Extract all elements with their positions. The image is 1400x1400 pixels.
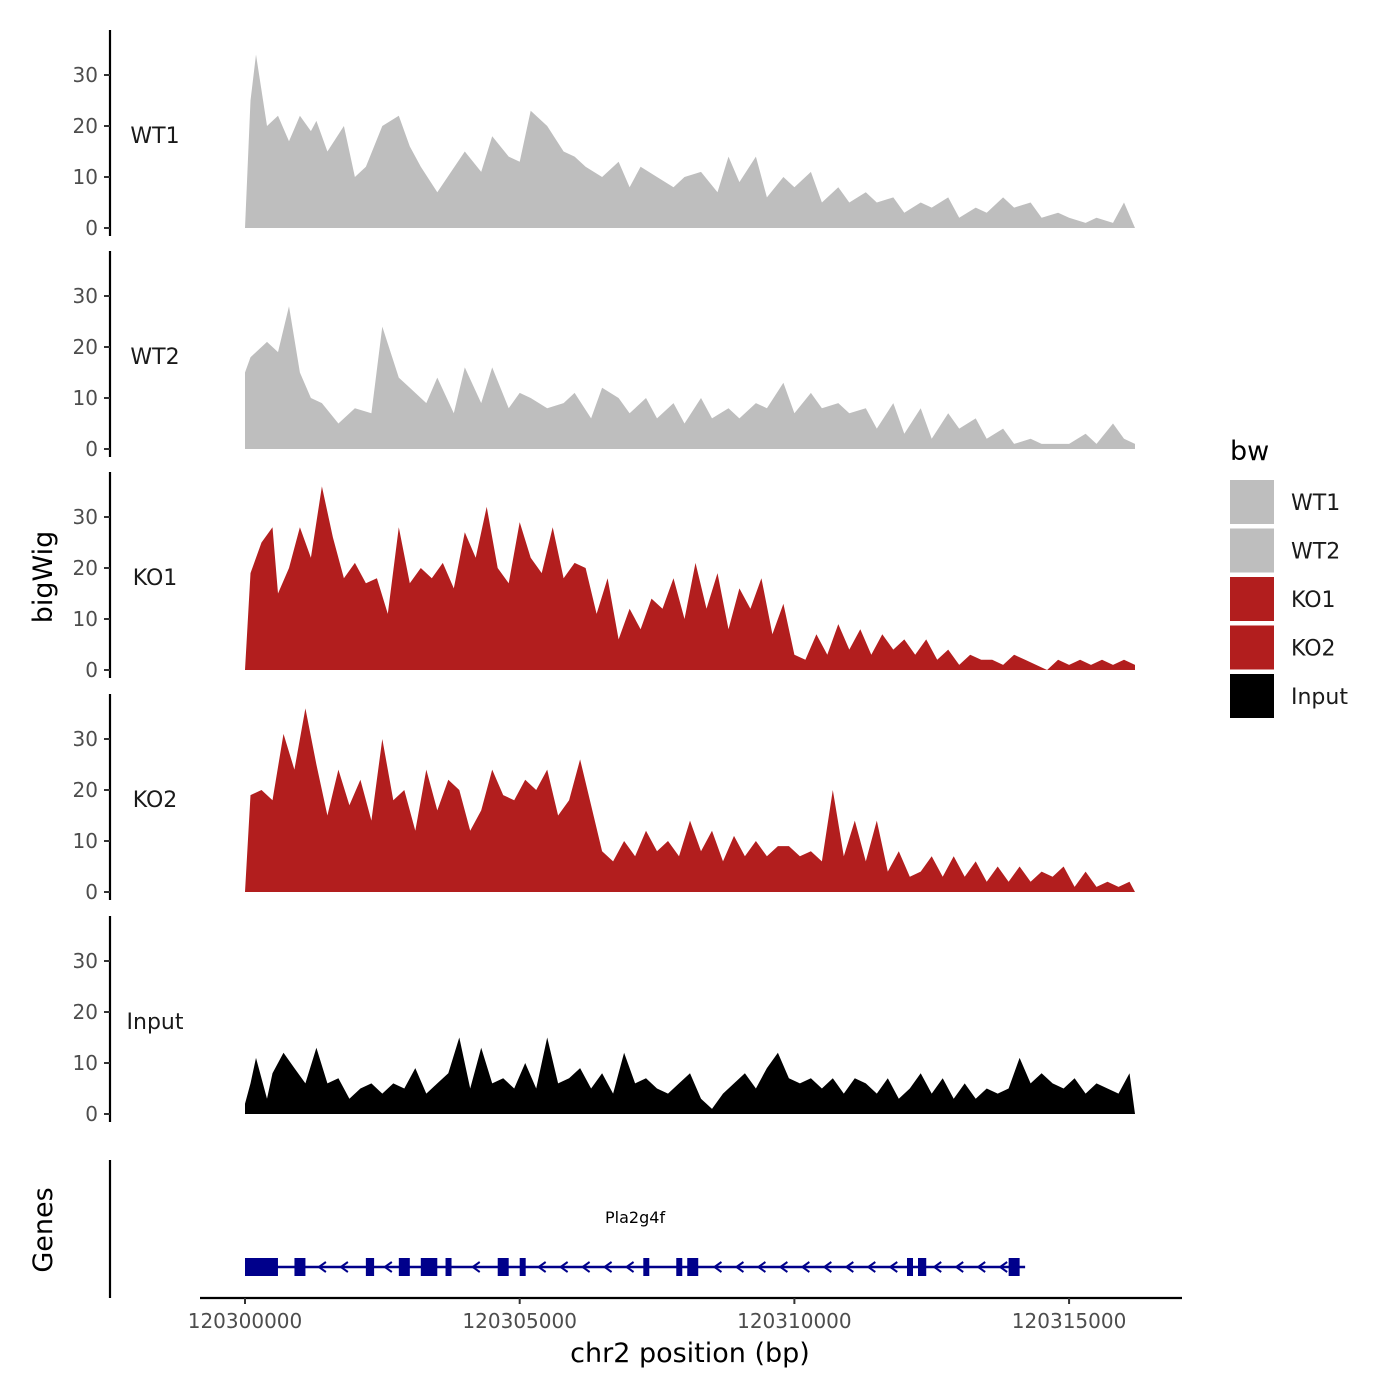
y-axis-title: bigWig (28, 531, 59, 624)
y-tick-label: 0 (85, 658, 98, 682)
strand-arrow (383, 1261, 393, 1273)
strand-arrow (800, 1261, 810, 1273)
legend-label-ko2: KO2 (1291, 637, 1336, 662)
y-tick-label: 0 (85, 1102, 98, 1126)
strand-arrow (580, 1261, 591, 1273)
track-wt2: 0 10 20 30 WT2 (73, 251, 1135, 461)
x-axis: 120300000 120305000 120310000 120315000 (188, 1296, 1182, 1333)
gene-exon (687, 1258, 699, 1276)
y-tick-label: 10 (73, 386, 98, 410)
strand-arrow (624, 1261, 635, 1273)
gene-exon (643, 1258, 650, 1276)
y-tick-label: 20 (73, 1000, 98, 1024)
y-tick-label: 10 (73, 1051, 98, 1075)
area-ko2 (245, 708, 1135, 892)
gene-exon (294, 1258, 306, 1276)
strand-arrow (888, 1261, 898, 1273)
y-tick-label: 10 (73, 829, 98, 853)
x-tick-label: 120305000 (462, 1309, 577, 1333)
area-input (245, 1037, 1135, 1114)
legend-swatch-wt2 (1230, 528, 1274, 573)
area-wt1 (245, 54, 1135, 228)
strand-arrow (844, 1261, 854, 1273)
y-tick-label: 30 (73, 284, 98, 308)
strand-arrow (339, 1261, 349, 1273)
gene-exon (497, 1258, 509, 1276)
strand-arrow (998, 1261, 1008, 1273)
y-tick-label: 0 (85, 880, 98, 904)
y-tick-label: 0 (85, 216, 98, 240)
strand-arrow (536, 1261, 547, 1273)
legend-label-wt1: WT1 (1291, 491, 1340, 516)
strand-arrow (976, 1261, 986, 1273)
y-tick-label: 30 (73, 949, 98, 973)
tracks-panel: 0 10 20 30 WT1 0 10 20 30 WT2 0 10 20 30 KO1 0 10 20 30 KO2… (73, 30, 1135, 1126)
gene-exon (420, 1258, 438, 1276)
strand-arrow (602, 1261, 613, 1273)
strand-arrow (954, 1261, 964, 1273)
track-label-wt2: WT2 (130, 345, 179, 370)
legend-label-ko1: KO1 (1291, 588, 1336, 613)
legend-swatch-wt1 (1230, 480, 1274, 524)
gene-exon (245, 1258, 278, 1276)
strand-arrow (317, 1261, 327, 1273)
legend: bw WT1 WT2 KO1 KO2 Input (1230, 436, 1348, 718)
x-tick-label: 120315000 (1012, 1309, 1127, 1333)
y-tick-label: 30 (73, 727, 98, 751)
track-wt1: 0 10 20 30 WT1 (73, 30, 1135, 240)
y-tick-label: 0 (85, 437, 98, 461)
legend-swatch-input (1230, 674, 1274, 718)
gene-exon (907, 1258, 914, 1276)
gene-exon (445, 1258, 452, 1276)
gene-exon (398, 1258, 410, 1276)
genes-axis-title: Genes (28, 1187, 59, 1272)
gene-name-label: Pla2g4f (605, 1208, 665, 1227)
y-tick-label: 20 (73, 335, 98, 359)
strand-arrow (822, 1261, 832, 1273)
track-label-wt1: WT1 (130, 124, 179, 149)
legend-swatch-ko1 (1230, 577, 1274, 621)
x-tick-label: 120310000 (737, 1309, 852, 1333)
track-label-ko1: KO1 (133, 566, 178, 591)
strand-arrow (558, 1261, 569, 1273)
track-ko1: 0 10 20 30 KO1 (73, 472, 1135, 682)
legend-title: bw (1230, 436, 1269, 467)
track-label-ko2: KO2 (133, 788, 178, 813)
y-tick-label: 20 (73, 778, 98, 802)
genes-panel: Pla2g4f (108, 1160, 1026, 1298)
x-axis-title: chr2 position (bp) (570, 1338, 810, 1369)
gene-exon (917, 1258, 927, 1276)
legend-label-wt2: WT2 (1291, 540, 1340, 565)
gene-exon (1008, 1258, 1020, 1276)
area-ko1 (245, 486, 1135, 670)
strand-arrow (778, 1261, 788, 1273)
strand-arrow (866, 1261, 876, 1273)
track-input: 0 10 20 30 Input (73, 916, 1135, 1126)
y-tick-label: 10 (73, 607, 98, 631)
gene-exon (676, 1258, 683, 1276)
strand-arrow (734, 1261, 745, 1273)
y-tick-label: 20 (73, 114, 98, 138)
legend-label-input: Input (1291, 685, 1348, 710)
y-tick-label: 10 (73, 165, 98, 189)
track-ko2: 0 10 20 30 KO2 (73, 694, 1135, 904)
x-tick-label: 120300000 (188, 1309, 303, 1333)
y-tick-label: 20 (73, 556, 98, 580)
gene-exon (519, 1258, 526, 1276)
strand-arrow (932, 1261, 942, 1273)
area-wt2 (245, 306, 1135, 449)
track-label-input: Input (127, 1010, 184, 1035)
strand-arrow (471, 1261, 481, 1273)
gene-exon (365, 1258, 375, 1276)
strand-arrow (756, 1261, 767, 1273)
legend-swatch-ko2 (1230, 625, 1274, 670)
y-tick-label: 30 (73, 63, 98, 87)
y-tick-label: 30 (73, 505, 98, 529)
strand-arrow (712, 1261, 723, 1273)
